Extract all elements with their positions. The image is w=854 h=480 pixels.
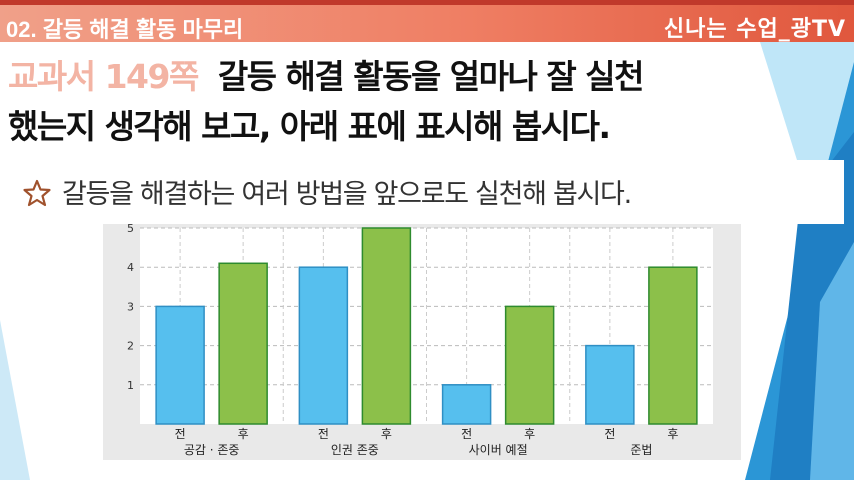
y-tick-label: 4	[127, 261, 134, 274]
y-tick-label: 2	[127, 340, 134, 353]
y-tick-label: 3	[127, 300, 134, 313]
bar-after	[504, 305, 555, 425]
bar-after	[648, 266, 698, 425]
brand-label: 신나는 수업_광TV	[663, 17, 846, 42]
x-sub-label: 후	[381, 427, 392, 441]
instruction-line-2: 했는지 생각해 보고, 아래 표에 표시해 봅시다.	[8, 107, 611, 146]
x-sub-label: 후	[667, 427, 678, 441]
bar-before	[298, 266, 349, 425]
y-tick-label: 1	[127, 379, 134, 392]
bar-after	[361, 227, 412, 425]
bar-before	[441, 384, 492, 425]
y-tick-label: 5	[127, 224, 134, 235]
x-category-label: 인권 존중	[331, 443, 379, 457]
x-category-label: 공감 · 존중	[184, 443, 240, 457]
x-sub-label: 전	[175, 427, 186, 441]
x-sub-label: 전	[604, 427, 615, 441]
instruction-line-1-text: 갈등 해결 활동을 얼마나 잘 실천	[217, 57, 645, 96]
x-sub-label: 후	[238, 427, 249, 441]
star-icon	[23, 179, 51, 207]
header-band: 02. 갈등 해결 활동 마무리 신나는 수업_광TV	[0, 5, 854, 42]
bar-after	[218, 262, 268, 425]
instruction-text: 교과서 149쪽 갈등 해결 활동을 얼마나 잘 실천 했는지 생각해 보고, …	[8, 52, 848, 152]
bar-before	[155, 305, 205, 425]
textbook-page-ref: 교과서 149쪽	[8, 57, 199, 96]
hint-box: 갈등을 해결하는 여러 방법을 앞으로도 실천해 봅시다.	[12, 160, 844, 224]
x-category-label: 사이버 예절	[469, 443, 528, 457]
chart-panel: 1 2 3 4 5 전 후 공감 · 존중 전 후 인권 존중 전 후 사이버 예절 전 후 준법	[103, 224, 741, 460]
instruction-line-1: 교과서 149쪽 갈등 해결 활동을 얼마나 잘 실천	[8, 52, 848, 102]
bar-before	[585, 344, 635, 425]
x-category-label: 준법	[630, 443, 652, 457]
top-accent-strip	[0, 0, 854, 5]
x-sub-label: 전	[318, 427, 329, 441]
x-sub-label: 후	[524, 427, 535, 441]
slide-title: 02. 갈등 해결 활동 마무리	[6, 17, 244, 42]
hint-text: 갈등을 해결하는 여러 방법을 앞으로도 실천해 봅시다.	[62, 179, 632, 210]
x-sub-label: 전	[461, 427, 472, 441]
decorative-triangle-left	[0, 320, 30, 480]
